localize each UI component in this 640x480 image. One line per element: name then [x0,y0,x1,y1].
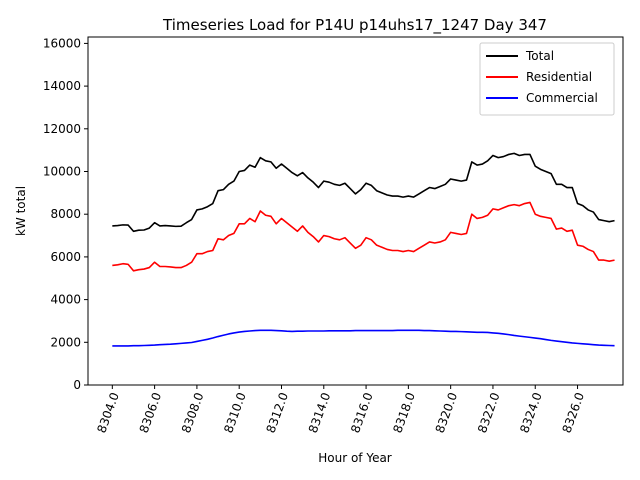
series-line-residential [112,201,615,272]
y-tick-label: 6000 [50,250,81,264]
y-axis-label: kW total [14,186,28,236]
y-tick-label: 0 [73,378,81,392]
x-axis-label: Hour of Year [318,451,392,465]
legend-label-residential: Residential [526,70,592,84]
legend: Total Residential Commercial [479,42,615,116]
y-tick-label: 14000 [43,79,81,93]
y-tick-label: 10000 [43,165,81,179]
series-line-total [112,152,615,233]
y-tick-label: 4000 [50,293,81,307]
y-tick-label: 12000 [43,122,81,136]
chart-title: Timeseries Load for P14U p14uhs17_1247 D… [162,16,547,35]
y-tick-label: 8000 [50,207,81,221]
y-tick-label: 2000 [50,335,81,349]
series-line-commercial [112,329,615,347]
y-tick-label: 16000 [43,36,81,50]
legend-label-total: Total [525,49,554,63]
legend-label-commercial: Commercial [526,91,598,105]
plot-frame [87,36,624,386]
